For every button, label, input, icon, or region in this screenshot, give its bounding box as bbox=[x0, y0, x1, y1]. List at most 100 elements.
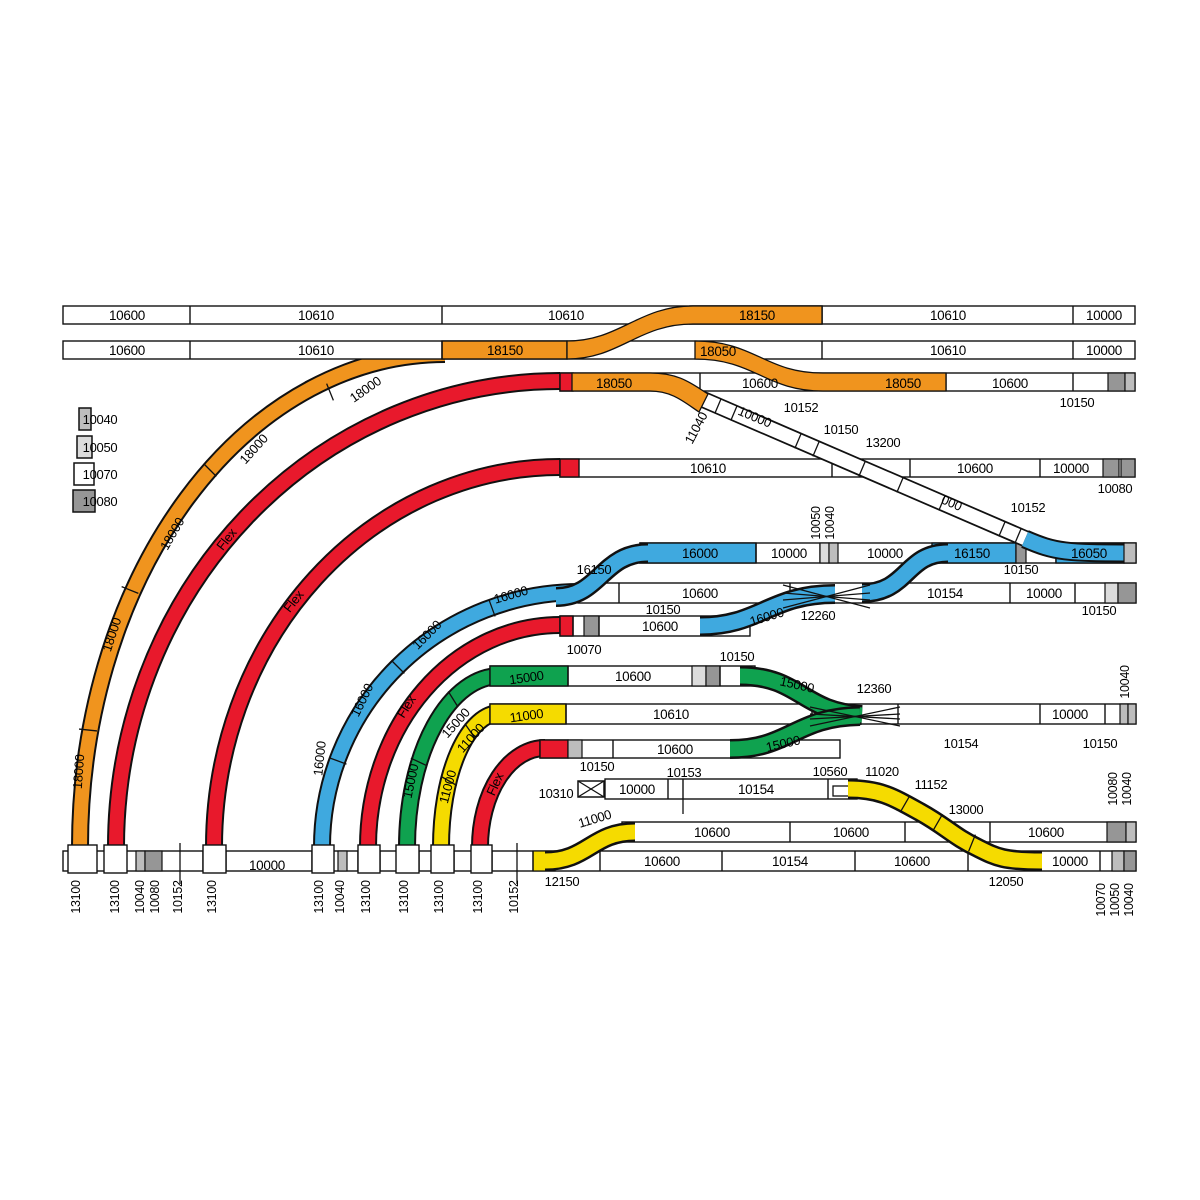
part-label: 15000 bbox=[400, 762, 422, 799]
part-label: 10000 bbox=[1026, 586, 1062, 601]
part-label: 10610 bbox=[298, 308, 334, 323]
part-label: 13100 bbox=[312, 880, 326, 914]
part-label: 10600 bbox=[642, 619, 678, 634]
part-label: 10080 bbox=[1106, 772, 1120, 806]
part-label: 10040 bbox=[1122, 883, 1136, 917]
part-label: 10150 bbox=[824, 422, 859, 437]
curve-red-flex-1 bbox=[109, 374, 561, 848]
part-label: 10154 bbox=[927, 586, 964, 601]
part-label: 10150 bbox=[646, 602, 681, 617]
part-label: 10050 bbox=[1108, 883, 1122, 917]
part-label: 11152 bbox=[915, 777, 948, 792]
part-label: 10152 bbox=[784, 400, 819, 415]
part-label: 10310 bbox=[539, 786, 574, 801]
part-label: 11040 bbox=[681, 409, 710, 446]
buffer-stop-10310 bbox=[577, 780, 605, 798]
curve-red-flex-4 bbox=[473, 741, 546, 848]
part-label: 10070 bbox=[567, 642, 602, 657]
part-label: 16000 bbox=[310, 740, 329, 776]
part-label: 13200 bbox=[866, 435, 901, 450]
part-label: 10000 bbox=[771, 546, 807, 561]
part-label: 10070 bbox=[1094, 883, 1108, 917]
part-label: 12150 bbox=[545, 874, 580, 889]
part-label: 10080 bbox=[148, 880, 162, 914]
part-label: 10150 bbox=[1083, 736, 1118, 751]
part-label: 10600 bbox=[109, 308, 145, 323]
turnout-blue-16150-right bbox=[861, 545, 949, 601]
part-label: 13100 bbox=[108, 880, 122, 914]
part-label: 10600 bbox=[682, 586, 718, 601]
part-label: 10600 bbox=[833, 825, 869, 840]
legend: 10040 10050 10070 10080 bbox=[72, 407, 118, 513]
part-label: 11000 bbox=[509, 706, 545, 726]
part-label: 16150 bbox=[954, 546, 990, 561]
part-label: 18000 bbox=[70, 754, 87, 790]
part-label: 13000 bbox=[949, 802, 984, 817]
part-label: 13100 bbox=[359, 880, 373, 914]
part-label: 10040 bbox=[133, 880, 147, 914]
track-row-E bbox=[489, 703, 1137, 725]
part-label: 10150 bbox=[580, 759, 615, 774]
part-label: 10150 bbox=[1060, 395, 1095, 410]
part-label: 10152 bbox=[171, 880, 185, 914]
part-label: 10000 bbox=[1053, 461, 1089, 476]
part-label: 10154 bbox=[772, 854, 809, 869]
part-label: 10150 bbox=[720, 649, 755, 664]
part-label: 10600 bbox=[657, 742, 693, 757]
part-label: 10040 bbox=[1118, 665, 1132, 699]
curve-yellow-11000 bbox=[434, 706, 501, 848]
part-label: 18050 bbox=[885, 376, 921, 391]
part-label: 10040 bbox=[1120, 772, 1134, 806]
part-label: 10000 bbox=[249, 858, 285, 873]
turnout-yellow-12150-11000 bbox=[544, 824, 636, 869]
part-label: 10154 bbox=[944, 736, 979, 751]
part-label: 10610 bbox=[653, 707, 689, 722]
legend-label: 10040 bbox=[83, 412, 118, 427]
part-label: 10040 bbox=[823, 506, 837, 540]
legend-swatch-10050 bbox=[76, 435, 93, 459]
part-label: 10600 bbox=[109, 343, 145, 358]
legend-swatch-10040 bbox=[78, 407, 92, 431]
crossing-12360 bbox=[809, 706, 901, 727]
legend-label: 10050 bbox=[83, 440, 118, 455]
part-label: 10600 bbox=[1028, 825, 1064, 840]
part-label: 13100 bbox=[432, 880, 446, 914]
part-label: 10000 bbox=[1052, 854, 1088, 869]
legend-label: 10070 bbox=[83, 467, 118, 482]
curve-blue-16050 bbox=[1022, 532, 1137, 561]
turnout-orange-18050-down bbox=[694, 340, 947, 392]
turnout-blue-16150-left bbox=[555, 545, 649, 605]
part-label: 10050 bbox=[809, 506, 823, 540]
part-label: 10600 bbox=[615, 669, 651, 684]
turnout-orange-18050-up bbox=[566, 305, 823, 360]
part-label: 10610 bbox=[298, 343, 334, 358]
part-label: 10600 bbox=[644, 854, 680, 869]
part-label: 12050 bbox=[989, 874, 1024, 889]
part-label: 10610 bbox=[930, 343, 966, 358]
part-label: 18150 bbox=[487, 343, 523, 358]
part-label: 10600 bbox=[957, 461, 993, 476]
part-label: 16050 bbox=[1071, 546, 1107, 561]
part-label: 13100 bbox=[397, 880, 411, 914]
part-label: 11020 bbox=[865, 764, 899, 779]
part-label: 10600 bbox=[992, 376, 1028, 391]
track-row-1 bbox=[62, 305, 1136, 325]
part-label: 16000 bbox=[682, 546, 718, 561]
part-label: 10152 bbox=[1011, 500, 1046, 515]
part-label: 10080 bbox=[1098, 481, 1133, 496]
part-label: 15000 bbox=[508, 668, 544, 688]
part-label: 13100 bbox=[205, 880, 219, 914]
curve-red-flex-3 bbox=[361, 618, 561, 848]
part-label: 10000 bbox=[619, 782, 655, 797]
part-label: 18150 bbox=[739, 308, 775, 323]
part-label: 10154 bbox=[738, 782, 775, 797]
part-label: 10000 bbox=[1052, 707, 1088, 722]
part-label: 13100 bbox=[471, 880, 485, 914]
track-row-H bbox=[621, 821, 1137, 843]
part-label: 12360 bbox=[857, 681, 892, 696]
part-label: 10610 bbox=[690, 461, 726, 476]
part-label: 13100 bbox=[69, 880, 83, 914]
part-label: 10600 bbox=[742, 376, 778, 391]
